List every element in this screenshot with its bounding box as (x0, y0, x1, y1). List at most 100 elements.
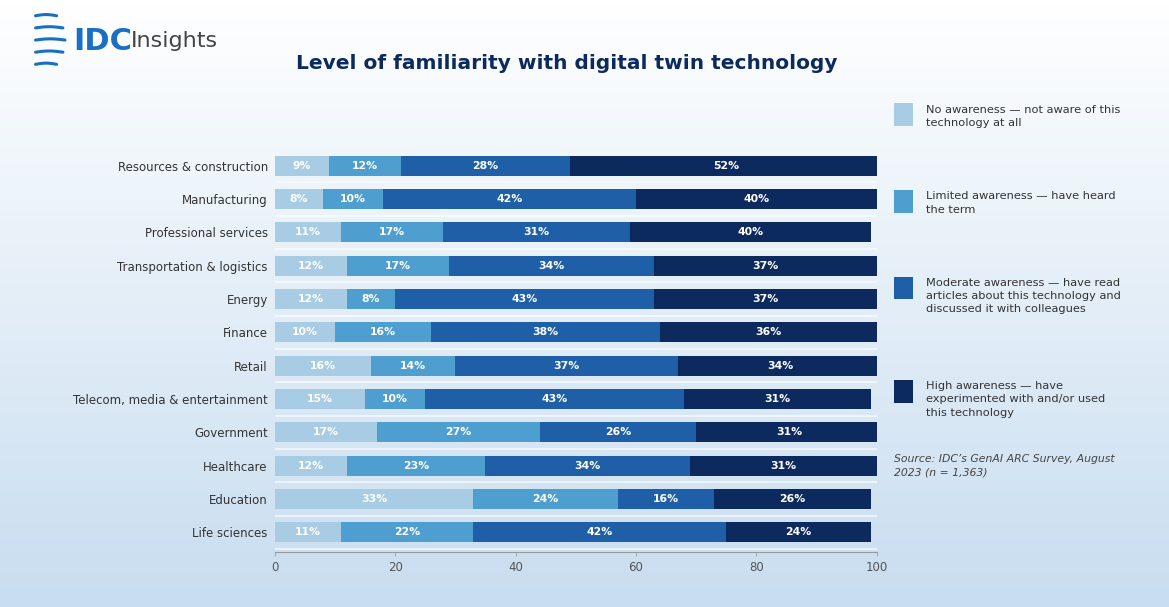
Text: 38%: 38% (533, 327, 559, 337)
Bar (449, 256, 653, 276)
Bar (275, 422, 378, 443)
Bar (426, 389, 684, 409)
Bar (630, 222, 871, 242)
Bar (690, 456, 877, 476)
Text: 11%: 11% (295, 228, 320, 237)
Bar (473, 523, 726, 543)
Text: 10%: 10% (292, 327, 318, 337)
Bar (383, 189, 636, 209)
FancyBboxPatch shape (894, 277, 913, 299)
Text: 23%: 23% (403, 461, 429, 470)
Bar (684, 389, 871, 409)
Text: 26%: 26% (780, 494, 805, 504)
Text: 17%: 17% (379, 228, 406, 237)
Text: 31%: 31% (776, 427, 802, 438)
Bar (347, 256, 449, 276)
Text: 17%: 17% (385, 260, 411, 271)
Bar (275, 222, 341, 242)
Text: 12%: 12% (298, 294, 324, 304)
Bar (275, 489, 473, 509)
Bar (347, 289, 395, 309)
Text: 16%: 16% (653, 494, 679, 504)
Bar (365, 389, 426, 409)
Text: 31%: 31% (770, 461, 796, 470)
Bar (347, 456, 485, 476)
Text: 9%: 9% (292, 161, 311, 171)
Text: 17%: 17% (313, 427, 339, 438)
Bar (443, 222, 630, 242)
Text: 8%: 8% (361, 294, 380, 304)
Bar (696, 422, 883, 443)
Text: 27%: 27% (445, 427, 471, 438)
Text: High awareness — have
experimented with and/or used
this technology: High awareness — have experimented with … (926, 381, 1105, 418)
Text: 34%: 34% (767, 361, 794, 371)
Text: 40%: 40% (738, 228, 763, 237)
Text: Insights: Insights (131, 32, 219, 51)
Bar (485, 456, 690, 476)
Text: 12%: 12% (298, 461, 324, 470)
Text: 43%: 43% (511, 294, 538, 304)
Text: 15%: 15% (307, 394, 333, 404)
Bar (401, 155, 569, 175)
Bar (618, 489, 714, 509)
FancyBboxPatch shape (894, 103, 913, 126)
Bar (341, 222, 443, 242)
Text: 24%: 24% (533, 494, 559, 504)
Text: 28%: 28% (472, 161, 498, 171)
Bar (275, 155, 328, 175)
Text: 10%: 10% (340, 194, 366, 204)
Text: 11%: 11% (295, 527, 320, 537)
Bar (653, 256, 877, 276)
Bar (275, 256, 347, 276)
Bar (540, 422, 696, 443)
Text: 42%: 42% (587, 527, 613, 537)
Bar (636, 189, 877, 209)
Text: 37%: 37% (554, 361, 580, 371)
Text: 31%: 31% (524, 228, 549, 237)
Bar (653, 289, 877, 309)
Text: 37%: 37% (752, 260, 779, 271)
Text: 34%: 34% (575, 461, 601, 470)
Text: 10%: 10% (382, 394, 408, 404)
Text: 40%: 40% (743, 194, 769, 204)
Bar (334, 322, 431, 342)
Bar (726, 523, 871, 543)
Text: 31%: 31% (765, 394, 790, 404)
Text: 34%: 34% (539, 260, 565, 271)
Text: Level of familiarity with digital twin technology: Level of familiarity with digital twin t… (296, 54, 838, 73)
FancyBboxPatch shape (894, 380, 913, 402)
Text: 36%: 36% (755, 327, 782, 337)
Text: 12%: 12% (352, 161, 378, 171)
Text: Limited awareness — have heard
the term: Limited awareness — have heard the term (926, 191, 1115, 214)
Text: 14%: 14% (400, 361, 427, 371)
Bar (660, 322, 877, 342)
Text: No awareness — not aware of this
technology at all: No awareness — not aware of this technol… (926, 104, 1120, 128)
Text: 43%: 43% (541, 394, 568, 404)
Bar (275, 356, 371, 376)
Text: 16%: 16% (310, 361, 336, 371)
Text: 42%: 42% (497, 194, 523, 204)
Bar (323, 189, 383, 209)
Text: Moderate awareness — have read
articles about this technology and
discussed it w: Moderate awareness — have read articles … (926, 278, 1121, 314)
Text: 33%: 33% (361, 494, 387, 504)
Bar (275, 322, 334, 342)
Bar (328, 155, 401, 175)
Text: 26%: 26% (604, 427, 631, 438)
Bar (455, 356, 678, 376)
Text: 52%: 52% (713, 161, 739, 171)
Bar (431, 322, 660, 342)
Text: 16%: 16% (371, 327, 396, 337)
Bar (395, 289, 653, 309)
Bar (714, 489, 871, 509)
Bar (341, 523, 473, 543)
Text: Source: IDC’s GenAI ARC Survey, August
2023 (n = 1,363): Source: IDC’s GenAI ARC Survey, August 2… (894, 454, 1115, 478)
Text: 12%: 12% (298, 260, 324, 271)
Bar (473, 489, 618, 509)
Text: 37%: 37% (752, 294, 779, 304)
Bar (275, 456, 347, 476)
Bar (371, 356, 455, 376)
Text: 22%: 22% (394, 527, 421, 537)
Bar (275, 523, 341, 543)
Bar (569, 155, 883, 175)
Text: 24%: 24% (786, 527, 811, 537)
